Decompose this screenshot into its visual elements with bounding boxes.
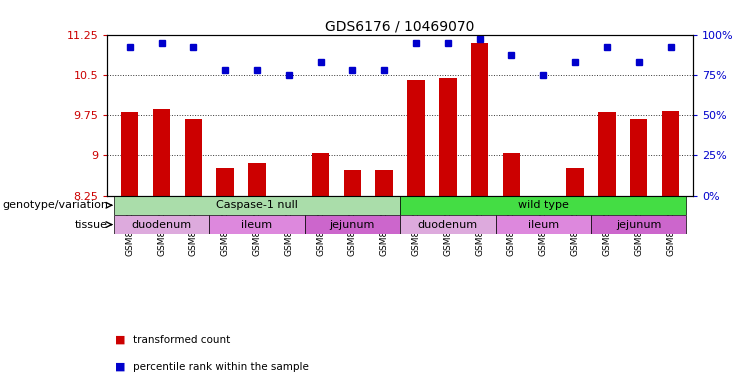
Bar xyxy=(121,113,139,195)
Bar xyxy=(185,119,202,195)
Bar xyxy=(439,78,456,195)
Text: Caspase-1 null: Caspase-1 null xyxy=(216,200,298,210)
Bar xyxy=(662,111,679,195)
Text: jejunum: jejunum xyxy=(330,220,375,230)
Bar xyxy=(216,168,234,195)
Bar xyxy=(305,215,400,234)
Text: ileum: ileum xyxy=(242,220,273,230)
Bar xyxy=(376,170,393,195)
Bar xyxy=(566,168,584,195)
Bar xyxy=(400,215,496,234)
Bar xyxy=(209,215,305,234)
Bar xyxy=(114,196,400,215)
Text: duodenum: duodenum xyxy=(418,220,478,230)
Text: genotype/variation: genotype/variation xyxy=(2,200,108,210)
Text: percentile rank within the sample: percentile rank within the sample xyxy=(133,362,309,372)
Text: ■: ■ xyxy=(115,362,125,372)
Bar xyxy=(153,109,170,195)
Text: ileum: ileum xyxy=(528,220,559,230)
Title: GDS6176 / 10469070: GDS6176 / 10469070 xyxy=(325,20,475,33)
Bar xyxy=(591,215,686,234)
Bar xyxy=(408,80,425,195)
Bar xyxy=(471,43,488,195)
Bar xyxy=(248,163,266,195)
Text: transformed count: transformed count xyxy=(133,335,230,345)
Bar xyxy=(344,170,361,195)
Bar xyxy=(534,195,552,197)
Text: jejunum: jejunum xyxy=(616,220,662,230)
Bar xyxy=(312,153,329,195)
Bar xyxy=(630,119,648,195)
Text: tissue: tissue xyxy=(75,220,108,230)
Text: wild type: wild type xyxy=(518,200,569,210)
Bar xyxy=(114,215,209,234)
Bar xyxy=(400,196,686,215)
Bar xyxy=(496,215,591,234)
Bar xyxy=(598,113,616,195)
Bar xyxy=(502,153,520,195)
Text: ■: ■ xyxy=(115,335,125,345)
Text: duodenum: duodenum xyxy=(131,220,192,230)
